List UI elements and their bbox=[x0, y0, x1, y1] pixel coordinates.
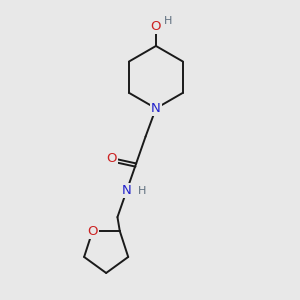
Text: N: N bbox=[151, 102, 161, 115]
Text: N: N bbox=[122, 184, 132, 197]
Text: O: O bbox=[151, 20, 161, 33]
Text: H: H bbox=[138, 186, 146, 196]
Text: O: O bbox=[106, 152, 117, 165]
Text: H: H bbox=[164, 16, 172, 26]
Text: O: O bbox=[87, 224, 98, 238]
